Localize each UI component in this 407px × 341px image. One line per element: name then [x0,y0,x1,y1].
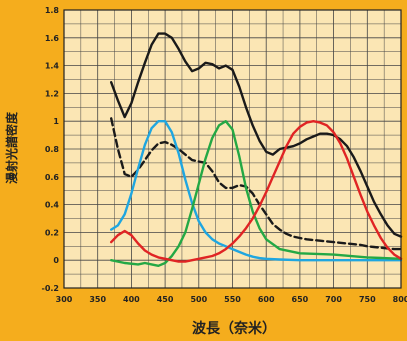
x-tick-label: 550 [224,295,241,304]
plot-frame [63,9,402,289]
y-tick-label: 0.2 [45,228,59,237]
x-tick-label: 300 [56,295,73,304]
y-tick-label: 1.6 [45,34,60,43]
series-line-0 [110,32,403,238]
y-axis-ticks: -0.2 0 0.2 0.4 0.6 0.8 1 1.2 1.4 1.6 1.8 [42,6,60,293]
y-tick-label: 0 [53,256,59,265]
x-tick-label: 800 [393,295,407,304]
y-tick-label: 0.8 [45,145,60,154]
x-tick-label: 700 [325,295,342,304]
y-tick-label: 1.2 [45,89,59,98]
series-line-4 [110,120,403,263]
series-layer [110,32,403,267]
x-tick-label: 450 [157,295,174,304]
y-tick-label: 1.8 [45,6,60,15]
x-tick-label: 750 [359,295,376,304]
y-tick-label: 1 [53,117,59,126]
grid [63,9,402,289]
series-line-3 [110,120,403,267]
x-tick-label: 600 [258,295,275,304]
series-line-2 [110,120,403,262]
x-tick-label: 400 [123,295,140,304]
series-line-1 [110,117,403,251]
x-tick-label: 350 [89,295,106,304]
y-tick-label: -0.2 [42,284,60,293]
x-tick-label: 500 [190,295,207,304]
y-tick-label: 0.6 [45,173,60,182]
plot-border [63,9,402,289]
y-axis-title: 漫射光譜密度 [4,111,19,184]
y-tick-label: 0.4 [45,201,60,210]
x-tick-label: 650 [292,295,309,304]
y-tick-label: 1.4 [45,62,60,71]
x-axis-title: 波長（奈米） [192,320,276,337]
x-axis-ticks: 300 350 400 450 500 550 600 650 700 750 800 [56,295,407,304]
